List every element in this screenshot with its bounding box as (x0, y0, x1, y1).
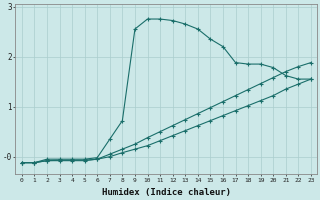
X-axis label: Humidex (Indice chaleur): Humidex (Indice chaleur) (102, 188, 231, 197)
